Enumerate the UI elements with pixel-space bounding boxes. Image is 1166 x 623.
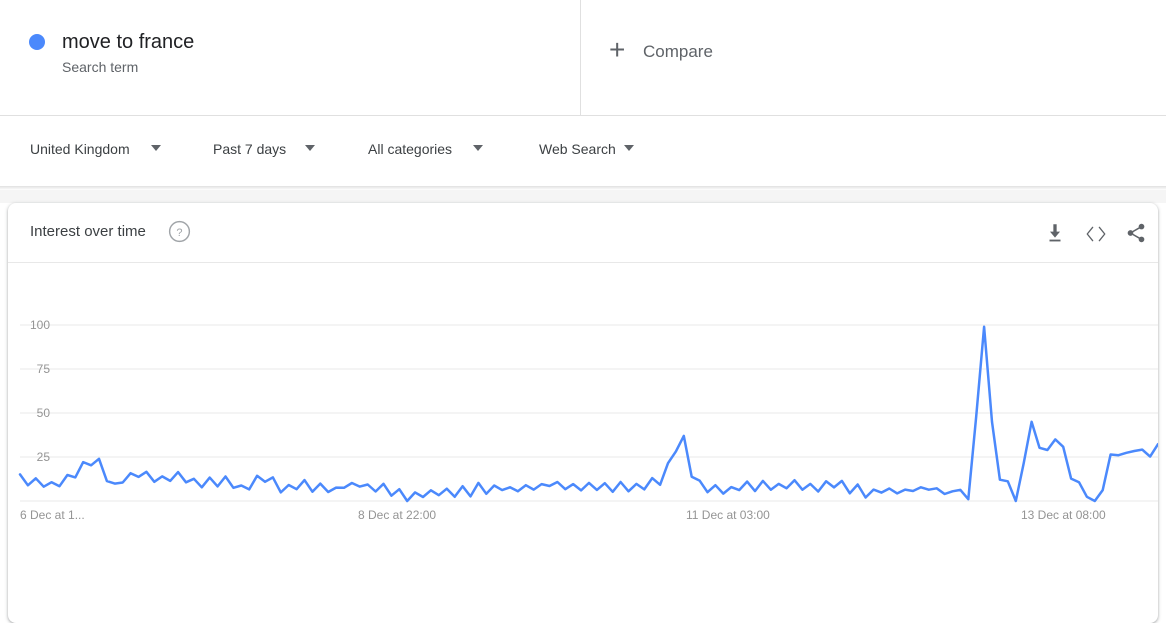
svg-text:13 Dec at 08:00: 13 Dec at 08:00 [1021, 508, 1106, 522]
svg-text:50: 50 [37, 406, 51, 420]
svg-text:8 Dec at 22:00: 8 Dec at 22:00 [358, 508, 436, 522]
svg-text:75: 75 [37, 362, 51, 376]
svg-text:6 Dec at 1...: 6 Dec at 1... [20, 508, 85, 522]
svg-text:100: 100 [30, 318, 50, 332]
svg-text:11 Dec at 03:00: 11 Dec at 03:00 [686, 508, 770, 522]
svg-text:25: 25 [37, 450, 51, 464]
